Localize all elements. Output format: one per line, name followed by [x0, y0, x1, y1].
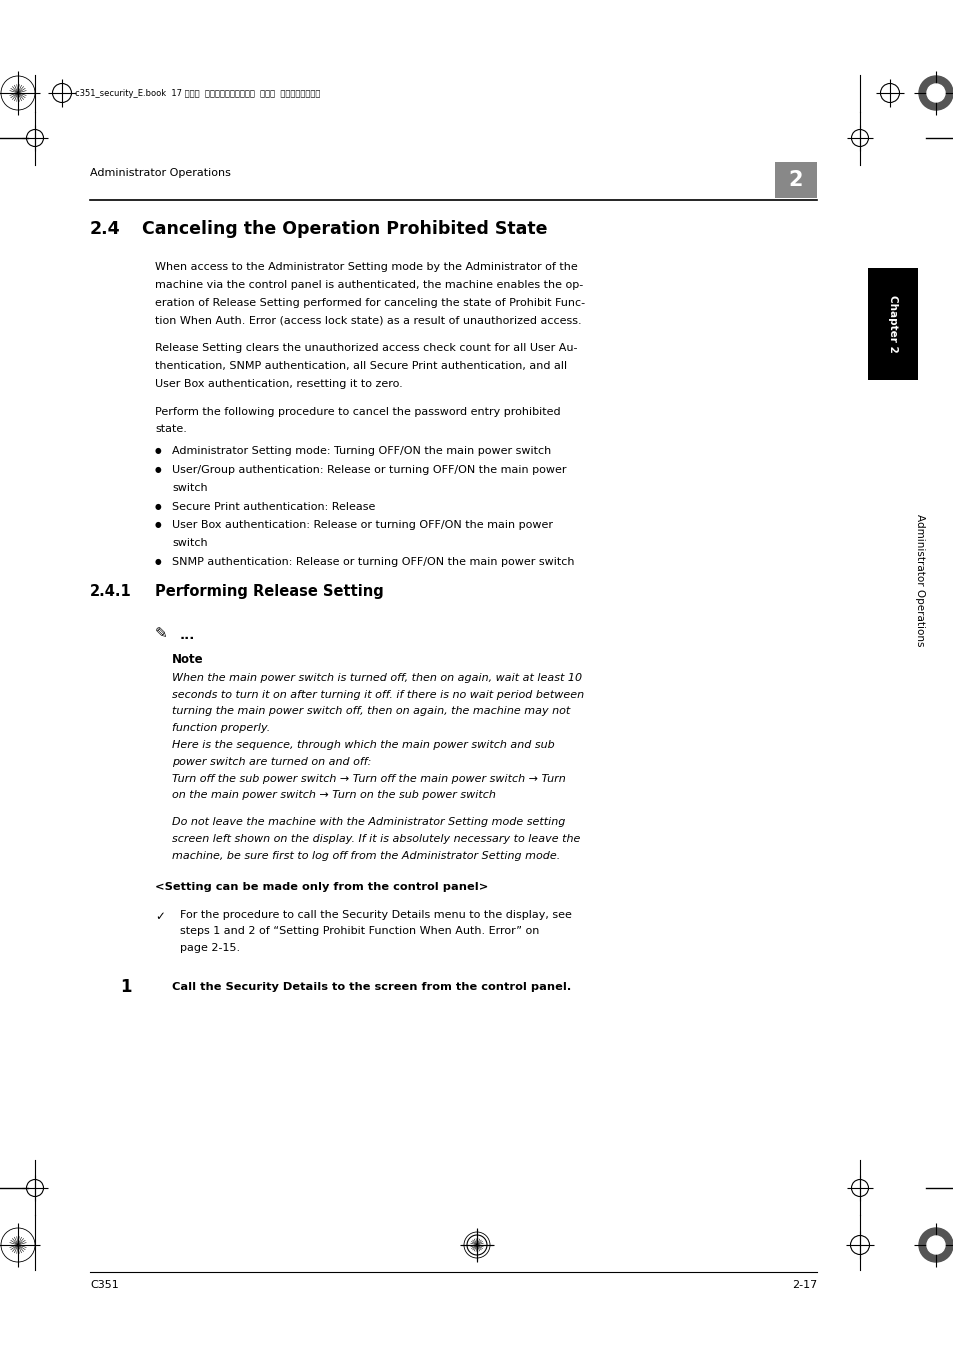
Circle shape [926, 1237, 944, 1254]
Text: When the main power switch is turned off, then on again, wait at least 10: When the main power switch is turned off… [172, 672, 581, 683]
Text: machine, be sure first to log off from the Administrator Setting mode.: machine, be sure first to log off from t… [172, 850, 559, 861]
Text: Turn off the sub power switch → Turn off the main power switch → Turn: Turn off the sub power switch → Turn off… [172, 774, 565, 783]
Text: seconds to turn it on after turning it off. if there is no wait period between: seconds to turn it on after turning it o… [172, 690, 583, 699]
Text: SNMP authentication: Release or turning OFF/ON the main power switch: SNMP authentication: Release or turning … [172, 558, 574, 567]
Circle shape [926, 84, 944, 103]
Text: C351: C351 [90, 1280, 118, 1291]
Text: Administrator Operations: Administrator Operations [90, 167, 231, 178]
Text: User Box authentication, resetting it to zero.: User Box authentication, resetting it to… [154, 379, 402, 389]
Text: ●: ● [154, 520, 161, 529]
Text: screen left shown on the display. If it is absolutely necessary to leave the: screen left shown on the display. If it … [172, 834, 579, 844]
Text: power switch are turned on and off:: power switch are turned on and off: [172, 757, 371, 767]
Text: steps 1 and 2 of “Setting Prohibit Function When Auth. Error” on: steps 1 and 2 of “Setting Prohibit Funct… [180, 926, 538, 937]
Text: Performing Release Setting: Performing Release Setting [154, 583, 383, 599]
Text: Release Setting clears the unauthorized access check count for all User Au-: Release Setting clears the unauthorized … [154, 343, 577, 354]
Text: Chapter 2: Chapter 2 [887, 296, 897, 352]
Text: ...: ... [180, 629, 195, 641]
Text: Perform the following procedure to cancel the password entry prohibited: Perform the following procedure to cance… [154, 406, 560, 417]
Text: When access to the Administrator Setting mode by the Administrator of the: When access to the Administrator Setting… [154, 262, 578, 271]
Text: 2: 2 [788, 170, 802, 190]
Text: ●: ● [154, 464, 161, 474]
Text: Administrator Operations: Administrator Operations [914, 514, 924, 647]
Text: eration of Release Setting performed for canceling the state of Prohibit Func-: eration of Release Setting performed for… [154, 297, 584, 308]
Text: ●: ● [154, 502, 161, 510]
Text: Note: Note [172, 653, 203, 666]
Text: on the main power switch → Turn on the sub power switch: on the main power switch → Turn on the s… [172, 790, 496, 801]
Text: 2.4: 2.4 [90, 220, 120, 238]
Text: ✓: ✓ [154, 910, 165, 922]
Text: ✎: ✎ [154, 626, 168, 641]
Text: state.: state. [154, 424, 187, 435]
Text: c351_security_E.book  17 ページ  ２００７年４月１１日  水曜日  午前１０時１９分: c351_security_E.book 17 ページ ２００７年４月１１日 水… [75, 89, 320, 97]
Text: User/Group authentication: Release or turning OFF/ON the main power: User/Group authentication: Release or tu… [172, 464, 566, 475]
Text: 2.4.1: 2.4.1 [90, 583, 132, 599]
Text: Call the Security Details to the screen from the control panel.: Call the Security Details to the screen … [172, 981, 571, 992]
Text: 2-17: 2-17 [791, 1280, 816, 1291]
Text: thentication, SNMP authentication, all Secure Print authentication, and all: thentication, SNMP authentication, all S… [154, 360, 566, 371]
Bar [867, 269, 917, 379]
Text: Secure Print authentication: Release: Secure Print authentication: Release [172, 502, 375, 512]
Text: page 2-15.: page 2-15. [180, 944, 240, 953]
Text: Do not leave the machine with the Administrator Setting mode setting: Do not leave the machine with the Admini… [172, 817, 565, 828]
Text: User Box authentication: Release or turning OFF/ON the main power: User Box authentication: Release or turn… [172, 520, 553, 531]
Text: function properly.: function properly. [172, 724, 270, 733]
Text: switch: switch [172, 483, 208, 493]
Text: ●: ● [154, 558, 161, 566]
Circle shape [918, 1228, 952, 1262]
Text: ●: ● [154, 447, 161, 455]
Text: tion When Auth. Error (access lock state) as a result of unauthorized access.: tion When Auth. Error (access lock state… [154, 316, 581, 325]
Text: machine via the control panel is authenticated, the machine enables the op-: machine via the control panel is authent… [154, 279, 582, 290]
Bar [774, 162, 816, 198]
Text: switch: switch [172, 539, 208, 548]
Text: <Setting can be made only from the control panel>: <Setting can be made only from the contr… [154, 882, 488, 891]
Text: For the procedure to call the Security Details menu to the display, see: For the procedure to call the Security D… [180, 910, 571, 919]
Text: 1: 1 [120, 977, 132, 996]
Text: Canceling the Operation Prohibited State: Canceling the Operation Prohibited State [142, 220, 547, 238]
Text: turning the main power switch off, then on again, the machine may not: turning the main power switch off, then … [172, 706, 570, 717]
Text: Administrator Setting mode: Turning OFF/ON the main power switch: Administrator Setting mode: Turning OFF/… [172, 447, 551, 456]
Text: Here is the sequence, through which the main power switch and sub: Here is the sequence, through which the … [172, 740, 554, 751]
Circle shape [918, 76, 952, 109]
